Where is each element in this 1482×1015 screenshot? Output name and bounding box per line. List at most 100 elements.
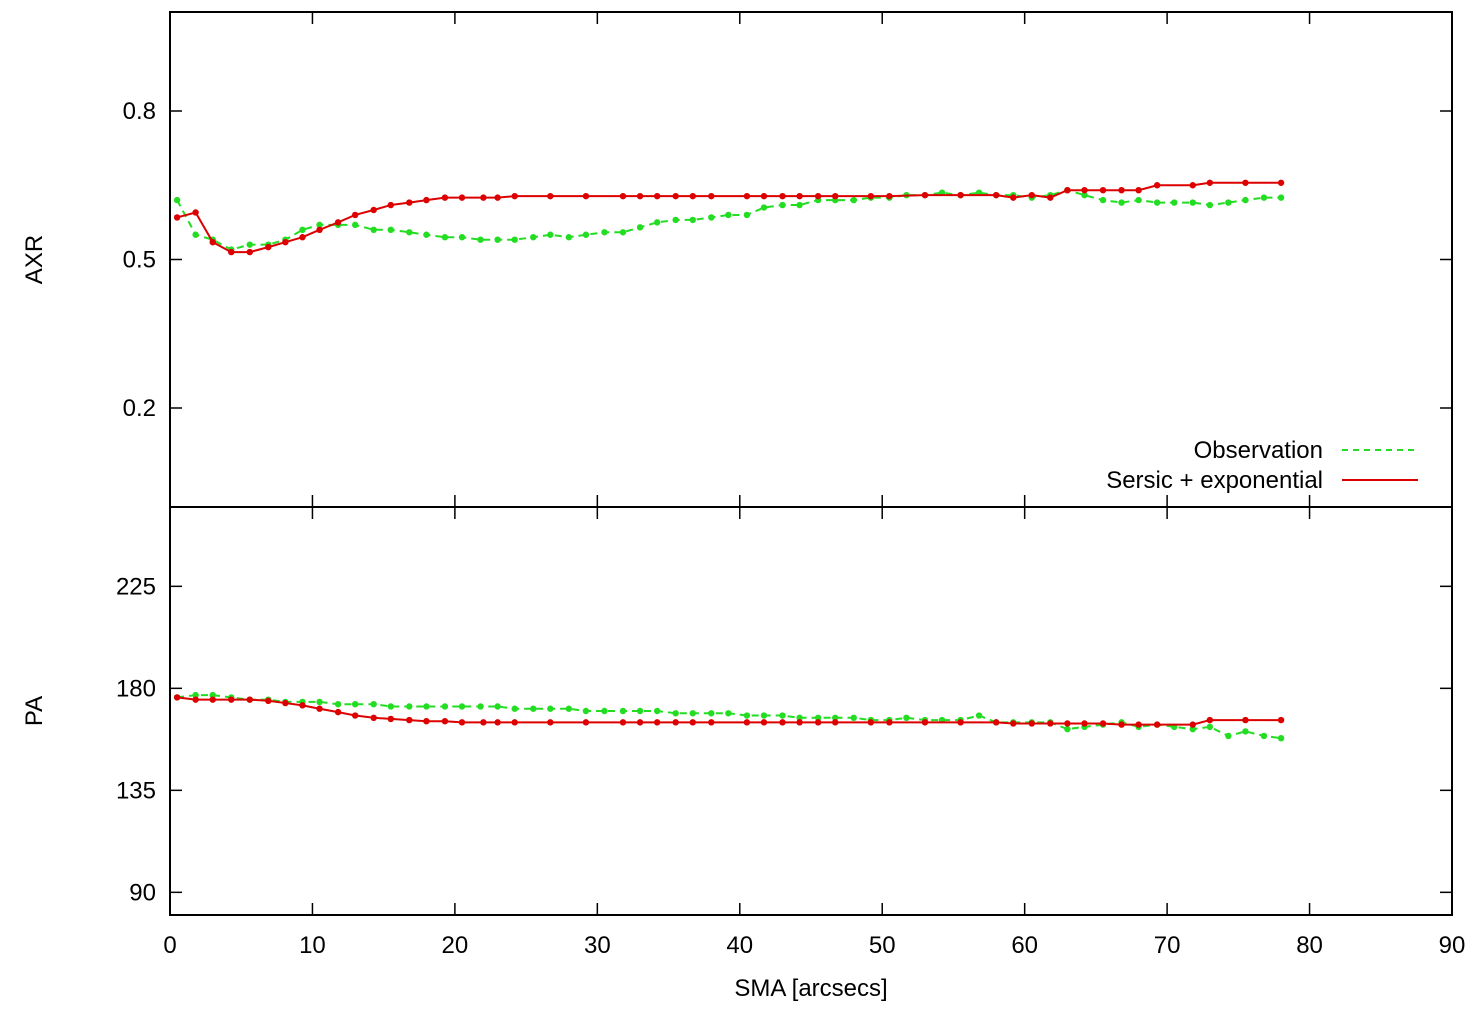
axr-panel: 0.2 0.5 0.8 xyxy=(123,11,1453,508)
pa-series-model-point xyxy=(779,719,786,726)
pa-series-model-point xyxy=(1081,720,1088,727)
axr-series-model-point xyxy=(619,192,627,200)
pa-series-model-point xyxy=(886,719,893,726)
pa-series-model-point xyxy=(1010,720,1017,727)
axr-series-observation-point xyxy=(850,196,857,204)
axr-series-observation-point xyxy=(406,229,413,236)
pa-series-model-point xyxy=(282,699,289,707)
pa-series-observation-point xyxy=(1064,725,1071,733)
axr-series-model-point xyxy=(921,191,929,199)
axr-series-model-point xyxy=(1277,179,1285,186)
axr-series-model-point xyxy=(814,192,822,200)
pa-series-observation-point xyxy=(653,707,661,715)
pa-series-model-point xyxy=(334,708,342,716)
pa-series-observation-point xyxy=(779,712,786,719)
axr-series-model-point xyxy=(406,199,413,206)
pa-series-observation-point xyxy=(1189,725,1196,733)
pa-series-model-point xyxy=(511,719,518,726)
pa-series-model-line xyxy=(177,696,1282,726)
axr-series-model-point xyxy=(370,206,377,214)
axr-series-observation-point xyxy=(636,224,644,231)
axr-series-model-point xyxy=(299,234,306,241)
pa-series-model-point xyxy=(494,719,501,726)
pa-y-tick-label: 90 xyxy=(129,879,156,906)
pa-series-observation-point xyxy=(725,710,732,717)
axr-series-observation-point xyxy=(173,196,181,204)
pa-series-observation-point xyxy=(477,703,484,710)
pa-series-observation-point xyxy=(832,714,839,721)
axr-y-tick-label: 0.8 xyxy=(123,98,156,125)
axr-series-model-point xyxy=(209,238,216,246)
axr-series-observation-point xyxy=(1081,191,1088,199)
axr-series-model-point xyxy=(387,201,394,209)
axr-series-model-point xyxy=(672,192,679,200)
pa-series-observation-point xyxy=(547,705,554,712)
x-tick-label: 40 xyxy=(726,932,753,959)
axr-series-model-point xyxy=(1099,187,1107,194)
x-tick-label: 50 xyxy=(869,932,896,959)
axr-series-observation-point xyxy=(299,226,306,233)
pa-series-model-point xyxy=(423,718,430,725)
pa-series-observation-point xyxy=(565,705,573,712)
pa-series-model-point xyxy=(832,719,839,726)
pa-series-model-point xyxy=(351,712,359,719)
pa-series-observation-point xyxy=(334,701,342,708)
axr-series-model-point xyxy=(708,192,715,200)
pa-series-model-point xyxy=(192,696,199,703)
pa-series-observation-point xyxy=(619,707,627,715)
axr-series-model-point xyxy=(1206,179,1214,186)
axr-series-model-point xyxy=(265,243,272,251)
pa-series-model-point xyxy=(387,715,394,723)
axr-series-model-point xyxy=(228,248,235,256)
axr-series-observation-point xyxy=(192,231,199,238)
axr-series-observation-point xyxy=(1225,199,1232,206)
axr-series-observation-point xyxy=(547,231,554,238)
axr-plot-frame xyxy=(169,11,1453,508)
axr-series-model-point xyxy=(494,194,501,201)
x-axis-title: SMA [arcsecs] xyxy=(734,975,887,1002)
pa-series-observation-point xyxy=(370,701,377,708)
x-tick-label: 30 xyxy=(584,932,611,959)
axr-series-model-point xyxy=(636,192,644,200)
pa-series-model-point xyxy=(1189,721,1196,728)
axr-series-model-point xyxy=(480,194,487,201)
x-tick-label: 80 xyxy=(1296,932,1323,959)
pa-series-observation-point xyxy=(975,712,983,719)
pa-series-model-point xyxy=(921,719,929,726)
legend-label-model: Sersic + exponential xyxy=(1106,467,1323,494)
pa-series-observation-point xyxy=(1277,735,1285,742)
pa-series-observation-point xyxy=(316,698,323,706)
pa-series-observation-point xyxy=(387,703,394,710)
axr-series-model-point xyxy=(957,191,964,199)
axr-series-observation-point xyxy=(511,236,518,243)
pa-series-model-point xyxy=(1118,721,1125,728)
pa-series-observation-point xyxy=(672,710,679,717)
axr-series-observation-point xyxy=(619,229,627,236)
axr-series-observation-point xyxy=(708,214,715,221)
axr-series-observation-point xyxy=(1171,199,1178,206)
axr-series-model-point xyxy=(192,209,199,216)
pa-series-model-point xyxy=(1153,721,1161,728)
pa-series-model-point xyxy=(480,719,487,726)
pa-series-observation-line xyxy=(177,694,1282,740)
axr-series-model-point xyxy=(992,191,1000,199)
pa-series-model-point xyxy=(1206,716,1214,724)
pa-series-observation-point xyxy=(601,707,608,715)
axr-series-observation-point xyxy=(458,234,466,241)
pa-series-observation-point xyxy=(1225,732,1232,740)
pa-series-model-point xyxy=(265,697,272,704)
axr-series-observation-point xyxy=(1260,194,1268,201)
axr-series-model-point xyxy=(1028,191,1035,199)
axr-series-observation-point xyxy=(743,211,751,219)
axr-series-model-point xyxy=(653,192,661,200)
axr-series-observation-point xyxy=(441,234,449,241)
axr-series-model-point xyxy=(779,192,786,200)
axr-series-observation-point xyxy=(779,201,786,209)
axr-series-model-point xyxy=(441,194,449,201)
pa-series-model-point xyxy=(406,716,413,724)
pa-series-model-point xyxy=(1028,720,1035,727)
pa-series-observation-point xyxy=(423,703,430,710)
pa-series-observation-point xyxy=(743,712,751,719)
axr-series-observation-point xyxy=(601,229,608,236)
pa-series-model-point xyxy=(992,719,1000,726)
